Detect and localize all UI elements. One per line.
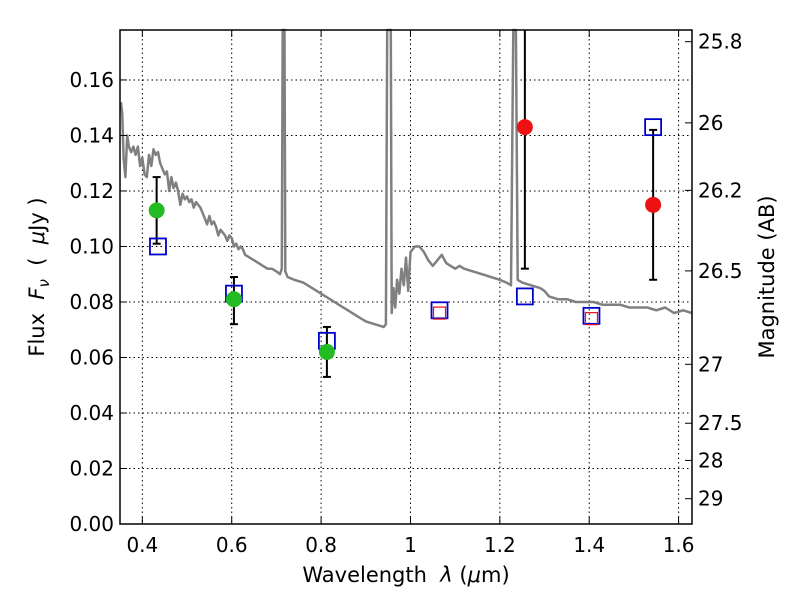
x-axis-title: Wavelength λ (μm) xyxy=(302,563,509,587)
y-tick-label: 0.08 xyxy=(69,290,114,314)
y-tick-label: 0.16 xyxy=(69,68,114,92)
x-tick-label: 1.2 xyxy=(484,533,516,557)
y2-tick-label: 28 xyxy=(698,448,723,472)
spectrum-series xyxy=(119,28,693,329)
y-axis-ticks: 0.00 0.02 0.04 0.06 0.08 0.10 0.12 0.14 0.16 xyxy=(69,68,127,536)
y-tick-label: 0.00 xyxy=(69,512,114,536)
x-tick-label: 0.4 xyxy=(126,533,158,557)
model-box xyxy=(644,118,663,137)
model-boxes xyxy=(149,118,663,350)
x-tick-label: 1.4 xyxy=(573,533,605,557)
y2-tick-label: 27.5 xyxy=(698,411,743,435)
x-tick-label: 0.8 xyxy=(305,533,337,557)
y2-tick-label: 27 xyxy=(698,352,723,376)
error-bars xyxy=(152,30,658,378)
y2-axis-ticks: 25.8 26 26.2 26.5 27 27.5 28 29 xyxy=(685,30,743,511)
spectrum-line xyxy=(119,28,693,329)
y2-tick-label: 29 xyxy=(698,487,723,511)
y2-tick-label: 25.8 xyxy=(698,30,743,54)
model-box xyxy=(430,301,449,320)
data-point xyxy=(516,119,533,136)
y2-tick-label: 26 xyxy=(698,111,723,135)
data-point xyxy=(318,343,335,360)
model-box xyxy=(582,306,601,325)
y-tick-label: 0.14 xyxy=(69,123,114,147)
x-axis-ticks: 0.4 0.6 0.8 1 1.2 1.4 1.6 xyxy=(126,30,695,557)
y-axis-title: Flux Fν ( μJy ) xyxy=(25,197,53,356)
y2-tick-label: 26.5 xyxy=(698,259,743,283)
y-tick-label: 0.02 xyxy=(69,456,114,480)
grid-lines xyxy=(120,30,692,524)
x-tick-label: 1.6 xyxy=(663,533,695,557)
model-box-inner xyxy=(584,312,599,326)
plot-frame xyxy=(119,29,693,525)
y2-tick-label: 26.2 xyxy=(698,178,743,202)
data-point xyxy=(225,291,242,308)
model-box xyxy=(515,287,534,306)
data-point xyxy=(148,202,165,219)
y2-axis-title: Magnitude (AB) xyxy=(755,195,779,358)
y-tick-label: 0.06 xyxy=(69,345,114,369)
model-box xyxy=(149,237,167,256)
y-tick-label: 0.12 xyxy=(69,179,114,203)
x-tick-label: 0.6 xyxy=(216,533,248,557)
data-points xyxy=(148,119,662,360)
data-point xyxy=(645,196,662,213)
y-tick-label: 0.10 xyxy=(69,234,114,258)
x-tick-label: 1 xyxy=(404,533,417,557)
model-box-inner xyxy=(432,306,447,320)
y-tick-label: 0.04 xyxy=(69,401,114,425)
